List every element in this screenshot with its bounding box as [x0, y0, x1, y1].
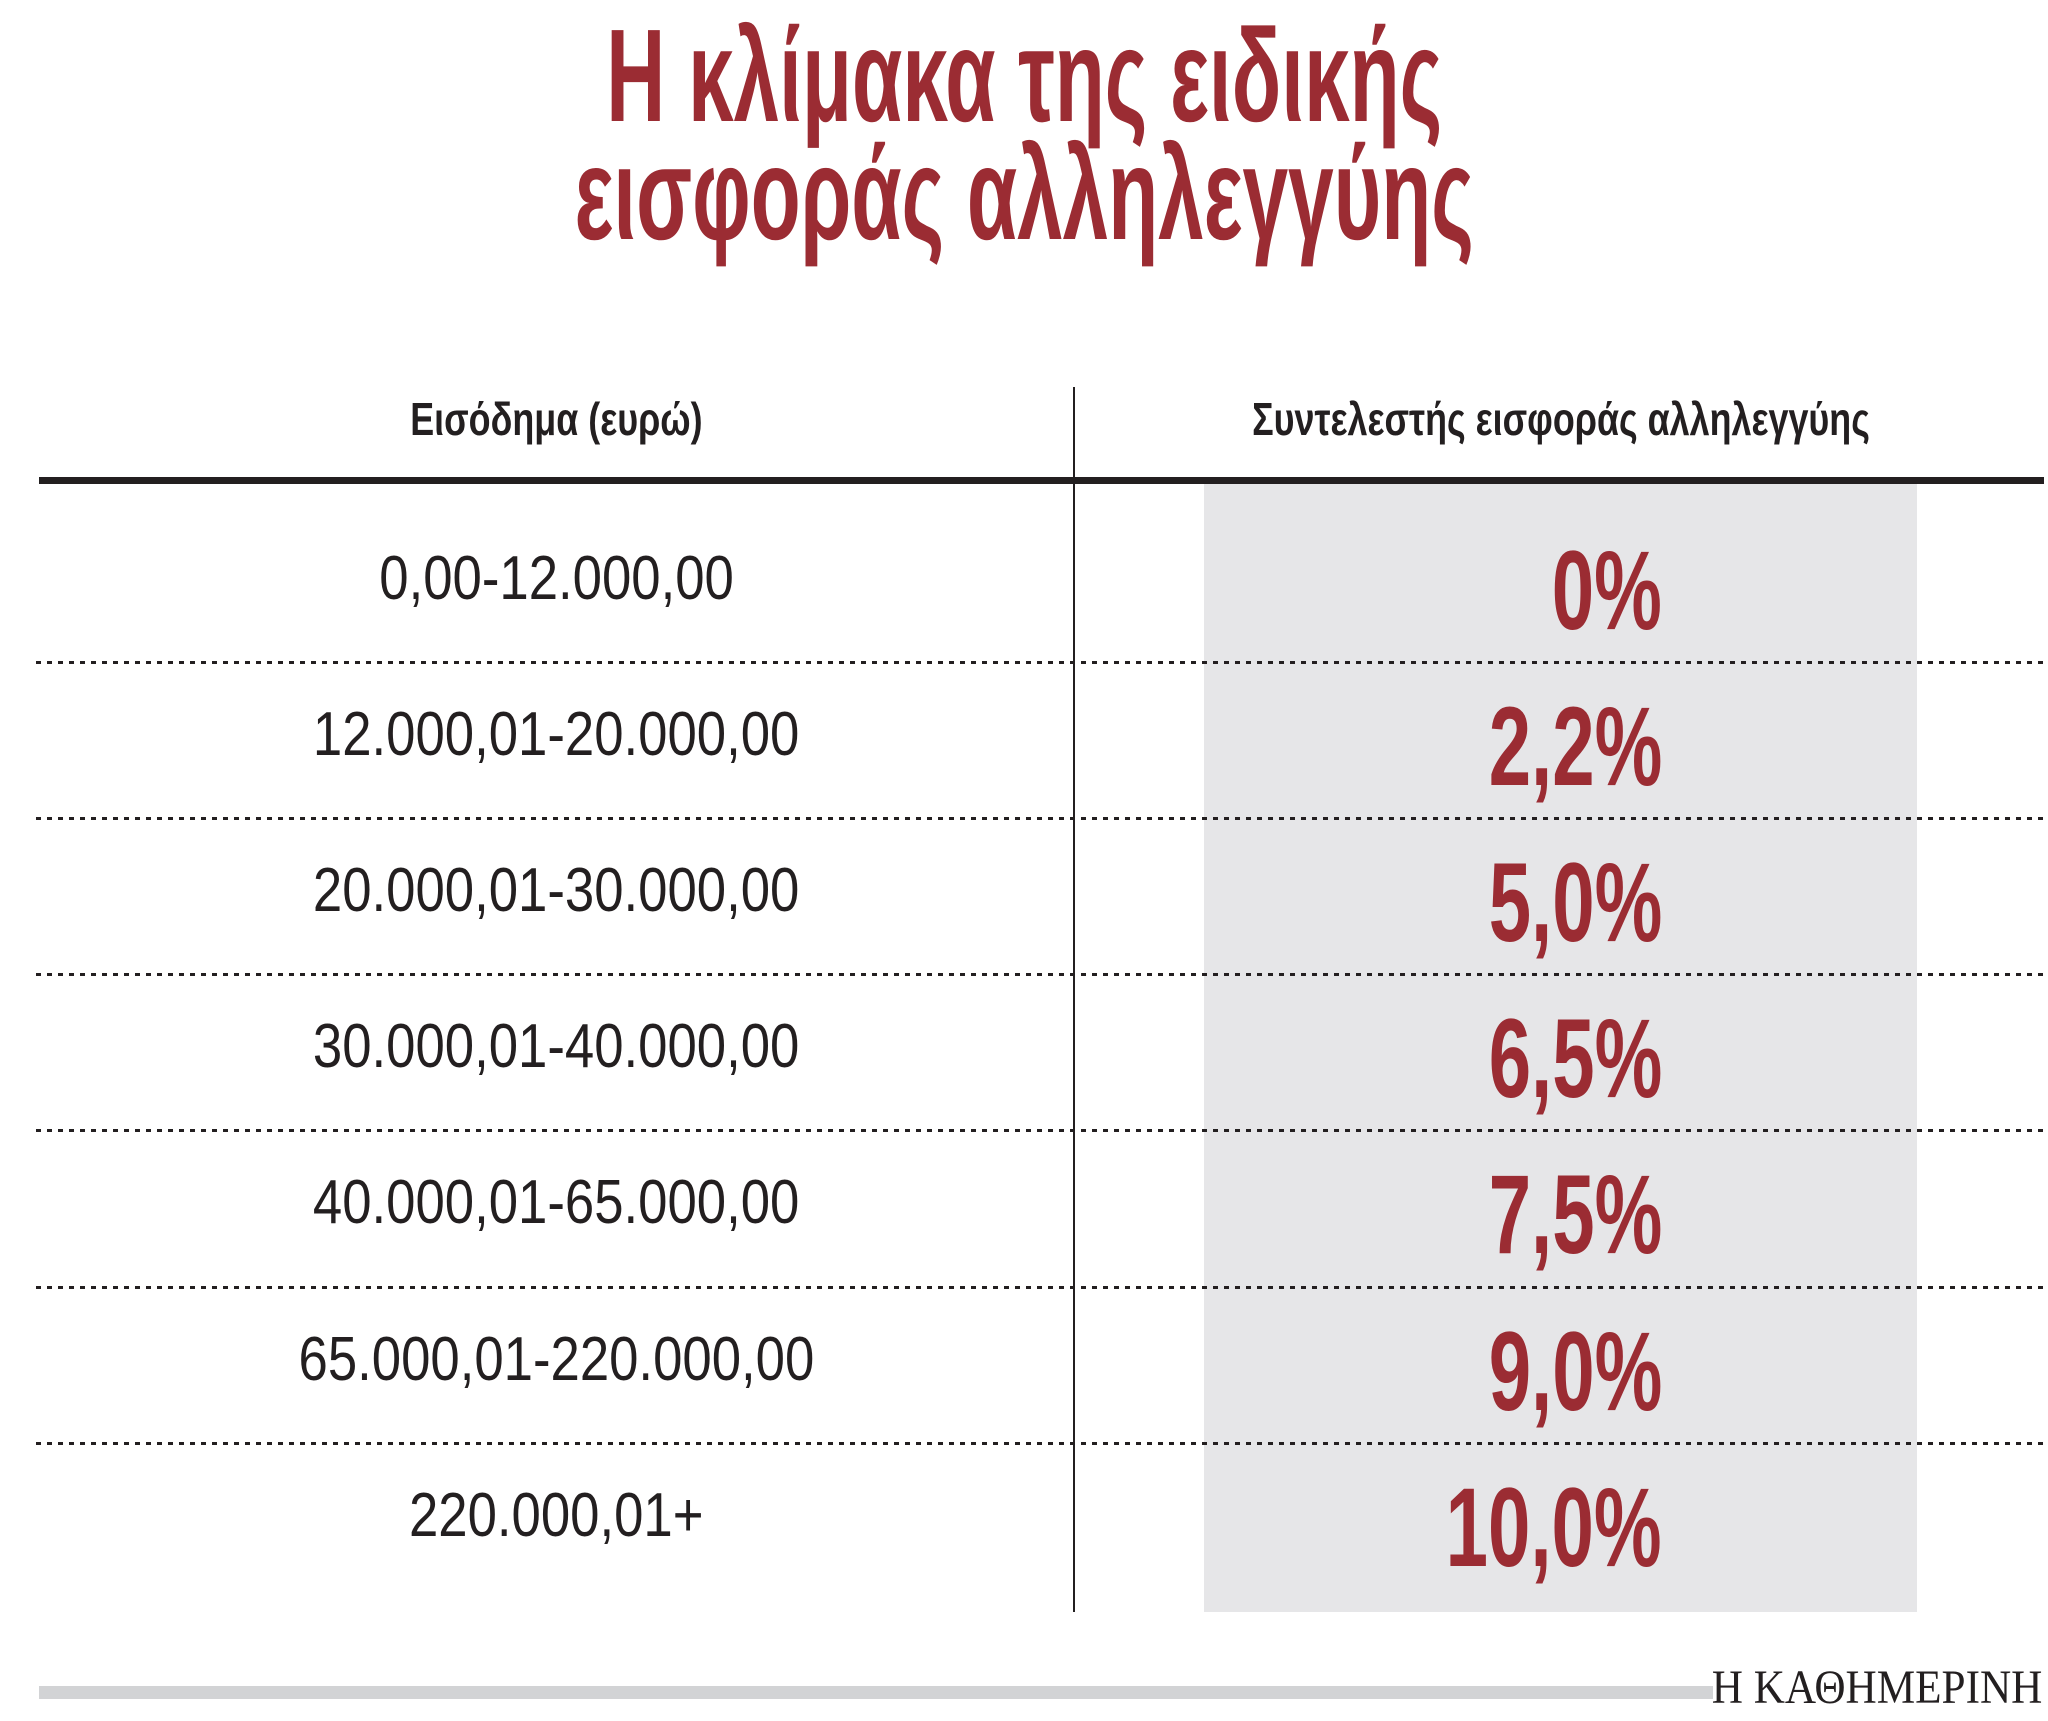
table-row: 12.000,01-20.000,00 2,2%	[0, 662, 2048, 818]
rate-value: 2,2%	[1407, 680, 1662, 814]
rate-value: 5,0%	[1407, 836, 1662, 970]
rate-value-text: 5,0%	[1488, 840, 1662, 965]
publisher-logo: Η ΚΑΘΗΜΕΡΙΝΗ	[1675, 1660, 2042, 1715]
row-separator	[36, 661, 2048, 664]
column-divider	[1073, 387, 1075, 1612]
rate-value-text: 0%	[1551, 528, 1662, 653]
row-separator	[36, 1286, 2048, 1289]
title-line-2-text: εισφοράς αλληλεγγύης	[574, 120, 1474, 267]
rate-value-text: 2,2%	[1488, 684, 1662, 809]
rate-value: 9,0%	[1407, 1305, 1662, 1439]
rate-value: 7,5%	[1407, 1148, 1662, 1282]
table-row: 30.000,01-40.000,00 6,5%	[0, 974, 2048, 1130]
row-separator	[36, 817, 2048, 820]
row-separator	[36, 1442, 2048, 1445]
income-range-text: 40.000,01-65.000,00	[313, 1168, 800, 1237]
income-range: 20.000,01-30.000,00	[39, 854, 1074, 928]
column-header-rate-text: Συντελεστής εισφοράς αλληλεγγύης	[1252, 393, 1870, 445]
rate-value: 0%	[1500, 524, 1662, 658]
rate-value-text: 6,5%	[1488, 996, 1662, 1121]
table-row: 20.000,01-30.000,00 5,0%	[0, 818, 2048, 974]
income-range: 40.000,01-65.000,00	[39, 1166, 1074, 1240]
rate-value-text: 9,0%	[1488, 1309, 1662, 1434]
income-range-text: 12.000,01-20.000,00	[313, 700, 800, 769]
row-separator	[36, 973, 2048, 976]
rate-value: 10,0%	[1344, 1461, 1662, 1595]
title-line-1: Η κλίμακα της ειδικής	[0, 10, 2048, 142]
column-header-income: Εισόδημα (ευρώ)	[39, 392, 1074, 446]
column-header-rate: Συντελεστής εισφοράς αλληλεγγύης	[1074, 392, 2048, 446]
table-row: 65.000,01-220.000,00 9,0%	[0, 1287, 2048, 1443]
table-row: 0,00-12.000,00 0%	[0, 506, 2048, 662]
title-line-1-text: Η κλίμακα της ειδικής	[605, 2, 1443, 149]
title-line-2: εισφοράς αλληλεγγύης	[0, 128, 2048, 260]
income-range-text: 0,00-12.000,00	[379, 544, 734, 613]
header-rule	[39, 477, 2044, 484]
income-range: 0,00-12.000,00	[39, 542, 1074, 616]
rate-value: 6,5%	[1407, 992, 1662, 1126]
row-separator	[36, 1129, 2048, 1132]
income-range-text: 30.000,01-40.000,00	[313, 1012, 800, 1081]
rate-column-highlight	[1204, 484, 1917, 1612]
income-range-text: 220.000,01+	[409, 1481, 704, 1550]
income-range-text: 65.000,01-220.000,00	[298, 1325, 815, 1394]
table-row: 40.000,01-65.000,00 7,5%	[0, 1130, 2048, 1286]
rate-value-text: 7,5%	[1488, 1152, 1662, 1277]
table-row: 220.000,01+ 10,0%	[0, 1443, 2048, 1599]
income-range-text: 20.000,01-30.000,00	[313, 856, 800, 925]
income-range: 12.000,01-20.000,00	[39, 698, 1074, 772]
income-range: 220.000,01+	[39, 1479, 1074, 1553]
footer-bar	[39, 1686, 1713, 1699]
rate-value-text: 10,0%	[1446, 1465, 1662, 1590]
income-range: 30.000,01-40.000,00	[39, 1010, 1074, 1084]
publisher-logo-text: Η ΚΑΘΗΜΕΡΙΝΗ	[1711, 1661, 2042, 1714]
income-range: 65.000,01-220.000,00	[39, 1323, 1074, 1397]
column-header-income-text: Εισόδημα (ευρώ)	[410, 393, 703, 445]
